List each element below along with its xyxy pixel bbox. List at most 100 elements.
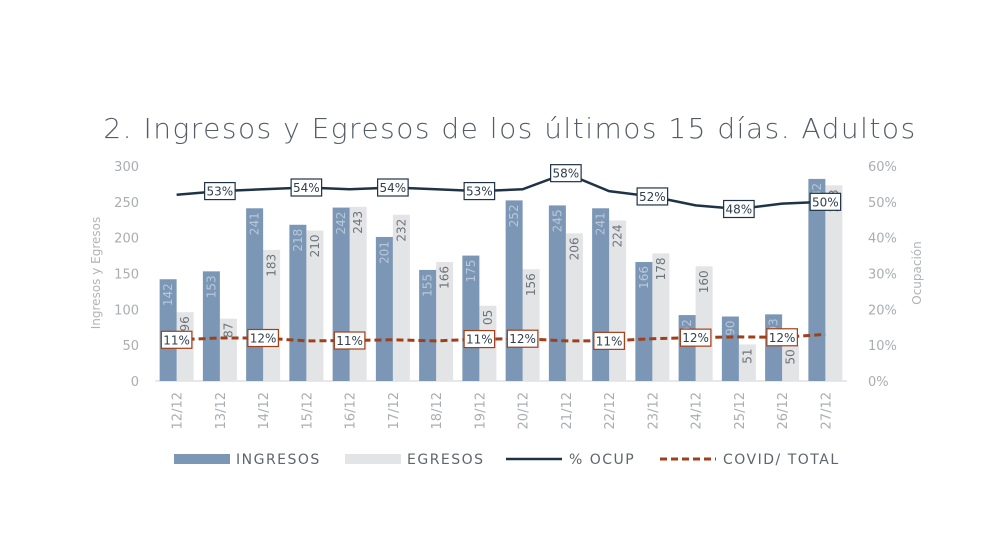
egresos-value-label: 206 xyxy=(567,237,581,260)
ingresos-bar xyxy=(159,279,177,381)
ocupacion-value-label: 50% xyxy=(812,195,839,209)
egresos-value-label: 51 xyxy=(740,348,754,363)
covid-value-label-box xyxy=(333,331,366,350)
legend-egresos-label: EGRESOS xyxy=(407,452,485,468)
egresos-bar xyxy=(263,249,281,381)
ingresos-value-label: 201 xyxy=(377,241,391,264)
egresos-value-label: 183 xyxy=(265,254,279,277)
x-tick-label: 20/12 xyxy=(517,392,532,429)
line-series xyxy=(176,171,826,343)
covid-value-label-box xyxy=(766,328,798,347)
ocupacion-value-label: 58% xyxy=(553,167,580,181)
ocupacion-value-label-box xyxy=(377,178,409,197)
y2-tick-label: 40% xyxy=(868,232,897,247)
y-tick-label: 100 xyxy=(114,303,139,318)
covid-value-label: 12% xyxy=(250,332,277,346)
x-tick-label: 13/12 xyxy=(214,392,229,429)
egresos-value-label: 243 xyxy=(351,211,365,234)
egresos-value-label: 156 xyxy=(524,273,538,296)
legend-ocup-label: % OCUP xyxy=(569,452,635,468)
egresos-value-label: 87 xyxy=(221,323,235,338)
egresos-bar xyxy=(695,266,713,381)
covid-value-label: 12% xyxy=(682,331,709,345)
x-tick-label: 24/12 xyxy=(690,392,705,429)
legend: INGRESOS EGRESOS % OCUP COVID/ TOTAL xyxy=(174,452,840,468)
ingresos-value-label: 241 xyxy=(248,212,262,235)
covid-value-label-box xyxy=(247,328,279,348)
ocupacion-value-label: 54% xyxy=(380,181,407,195)
egresos-bar xyxy=(306,230,324,381)
ingresos-value-label: 252 xyxy=(507,204,521,227)
y-tick-label: 50 xyxy=(122,339,139,354)
covid-value-label: 12% xyxy=(509,332,536,346)
covid-value-label: 11% xyxy=(163,333,190,347)
ocupacion-value-label-box xyxy=(550,164,582,183)
y2-axis-title: Ocupación xyxy=(910,241,924,305)
egresos-value-label: 50 xyxy=(784,349,798,364)
x-tick-label: 25/12 xyxy=(733,392,748,429)
egresos-value-label: 232 xyxy=(394,219,408,242)
covid-value-label-box xyxy=(593,331,625,350)
x-tick-label: 15/12 xyxy=(300,392,315,429)
legend-ingresos-label: INGRESOS xyxy=(236,452,321,468)
covid-total-line xyxy=(176,332,826,343)
egresos-bar xyxy=(738,344,756,381)
covid-value-label: 11% xyxy=(596,334,623,348)
ingresos-bar xyxy=(721,316,739,381)
x-tick-label: 26/12 xyxy=(776,392,791,429)
ingresos-value-label: 241 xyxy=(594,212,608,235)
x-tick-label: 27/12 xyxy=(819,392,834,429)
ingresos-value-label: 155 xyxy=(421,274,435,297)
y2-tick-label: 0% xyxy=(868,375,889,390)
egresos-value-label: 178 xyxy=(654,257,668,280)
egresos-value-label: 05 xyxy=(481,310,495,325)
egresos-value-label: 160 xyxy=(697,270,711,293)
x-tick-label: 21/12 xyxy=(560,392,575,429)
x-tick-label: 19/12 xyxy=(473,392,488,429)
ocupacion-value-label-box xyxy=(723,199,755,219)
ocupacion-value-label: 53% xyxy=(466,185,493,199)
covid-value-label-box xyxy=(506,329,539,348)
ocupacion-value-label: 54% xyxy=(293,181,320,195)
y-tick-label: 250 xyxy=(114,196,139,211)
ingresos-value-label: 153 xyxy=(204,275,218,298)
egresos-value-label: 96 xyxy=(178,316,192,331)
ingresos-value-label: 175 xyxy=(464,260,478,283)
ingresos-bar xyxy=(635,262,653,381)
ocupacion-value-label-box xyxy=(204,181,236,201)
x-tick-label: 14/12 xyxy=(257,392,272,429)
y2-tick-label: 60% xyxy=(868,160,897,175)
egresos-bar xyxy=(565,233,583,381)
ingresos-bar xyxy=(808,178,826,381)
ocupacion-line xyxy=(176,171,826,211)
covid-value-label-box xyxy=(463,329,496,349)
legend-covid-label: COVID/ TOTAL xyxy=(723,452,840,468)
y2-tick-label: 50% xyxy=(868,196,897,211)
y-tick-label: 150 xyxy=(114,268,139,283)
egresos-bar xyxy=(652,253,670,381)
legend-ingresos-swatch xyxy=(174,454,230,464)
egresos-value-label: 224 xyxy=(611,224,625,247)
egresos-bar xyxy=(782,345,800,381)
y-tick-label: 200 xyxy=(114,232,139,247)
covid-value-label-box xyxy=(679,328,712,347)
ocupacion-value-label-box xyxy=(809,192,842,211)
egresos-bar xyxy=(522,269,540,381)
ingresos-bar xyxy=(462,255,480,381)
covid-value-label: 11% xyxy=(466,333,493,347)
legend-egresos-swatch xyxy=(345,454,401,464)
ingresos-value-label: 166 xyxy=(637,266,651,289)
chart-title: 2. Ingresos y Egresos de los últimos 15 … xyxy=(103,112,917,145)
x-tick-label: 22/12 xyxy=(603,392,618,429)
x-tick-label: 23/12 xyxy=(646,392,661,429)
covid-value-label: 12% xyxy=(769,331,796,345)
y-axis-title: Ingresos y Egresos xyxy=(89,217,103,330)
ingresos-value-label: 218 xyxy=(291,229,305,252)
egresos-value-label: 166 xyxy=(438,266,452,289)
ingresos-value-label: 90 xyxy=(723,321,737,336)
ingresos-bar xyxy=(202,271,220,381)
covid-value-label-box xyxy=(160,330,193,349)
ingresos-bar xyxy=(419,269,437,381)
